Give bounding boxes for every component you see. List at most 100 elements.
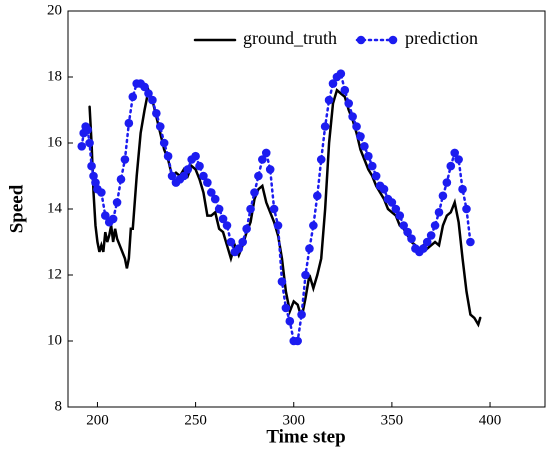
series-marker <box>120 155 130 164</box>
series-marker <box>312 191 322 201</box>
series-marker <box>210 194 220 204</box>
series-marker <box>422 237 432 247</box>
series-marker <box>387 198 397 207</box>
series-marker <box>89 171 98 181</box>
series-marker <box>144 89 153 98</box>
series-marker <box>163 151 173 161</box>
y-axis-label: Speed <box>6 184 27 233</box>
series-marker <box>238 237 248 247</box>
series-marker <box>458 184 467 194</box>
series-marker <box>399 221 408 230</box>
series-marker <box>183 165 193 174</box>
series-marker <box>450 148 460 158</box>
series-marker <box>305 244 314 253</box>
series-marker <box>328 79 338 88</box>
y-tick-label: 20 <box>47 2 62 18</box>
series-marker <box>301 270 310 280</box>
series-marker <box>218 214 228 224</box>
series-marker <box>269 204 279 214</box>
series-line <box>88 85 482 328</box>
y-tick-label: 8 <box>55 398 63 414</box>
series-marker <box>395 211 405 220</box>
y-tick-label: 14 <box>47 200 63 216</box>
legend-label: ground_truth <box>243 28 337 48</box>
series-marker <box>426 231 436 240</box>
y-tick-label: 16 <box>47 134 63 150</box>
series-marker <box>85 138 94 148</box>
x-tick-label: 350 <box>381 412 404 428</box>
series-marker <box>277 277 287 286</box>
plot-frame <box>67 10 546 408</box>
series-marker <box>206 188 216 197</box>
series-marker <box>83 125 92 135</box>
series-marker <box>250 188 259 197</box>
series-marker <box>179 171 189 181</box>
series-marker <box>407 234 416 243</box>
series-marker <box>91 178 100 187</box>
series-marker <box>242 224 251 234</box>
series-marker <box>360 142 369 151</box>
series-marker <box>159 138 169 148</box>
series-marker <box>128 92 138 102</box>
series-marker <box>203 178 212 187</box>
series-marker <box>265 165 275 174</box>
series-marker <box>199 171 208 181</box>
series-marker <box>356 132 365 141</box>
series-marker <box>418 244 428 253</box>
series-marker <box>140 82 149 92</box>
series-marker <box>285 316 295 326</box>
series-marker <box>462 204 471 214</box>
series-marker <box>281 303 291 313</box>
x-tick-label: 400 <box>479 412 502 428</box>
series-marker <box>454 155 463 164</box>
series-marker <box>340 85 350 95</box>
series-marker <box>214 204 224 214</box>
series-marker <box>446 161 456 171</box>
series-marker <box>379 184 389 194</box>
series-marker <box>403 227 412 237</box>
series-marker <box>246 204 255 214</box>
series-marker <box>297 310 306 319</box>
series-marker <box>261 148 271 158</box>
series-marker <box>364 151 373 161</box>
series-marker <box>336 69 346 78</box>
series-marker <box>234 244 244 253</box>
series-marker <box>116 175 126 184</box>
x-axis-label: Time step <box>266 426 345 447</box>
y-tick-label: 12 <box>47 266 62 282</box>
series-marker <box>324 95 334 105</box>
y-tick-label: 10 <box>47 332 62 348</box>
series-marker <box>293 336 302 346</box>
series-marker <box>108 214 118 224</box>
series-marker <box>371 171 381 181</box>
series-marker <box>77 142 87 151</box>
series-marker <box>112 198 122 207</box>
y-tick-label: 18 <box>47 68 62 84</box>
series-marker <box>195 161 204 171</box>
series-marker <box>442 178 452 187</box>
series-marker <box>167 171 177 181</box>
series-marker <box>148 95 157 105</box>
series-marker <box>344 99 354 108</box>
series-marker <box>254 171 263 181</box>
series-marker <box>87 161 96 171</box>
series-marker <box>100 211 110 220</box>
series-marker <box>438 191 448 201</box>
series-marker <box>258 155 267 164</box>
series-marker <box>316 155 326 164</box>
series-marker <box>226 237 236 247</box>
series-marker <box>430 221 440 230</box>
series-marker <box>309 221 318 230</box>
series-marker <box>97 188 106 197</box>
series-marker <box>191 151 200 161</box>
legend-marker <box>388 35 398 45</box>
series-marker <box>367 161 377 171</box>
series-marker <box>320 122 330 131</box>
series-marker <box>348 112 357 121</box>
series-marker <box>391 204 401 214</box>
x-tick-label: 300 <box>282 412 305 428</box>
series-marker <box>124 118 134 128</box>
series-marker <box>155 122 165 131</box>
